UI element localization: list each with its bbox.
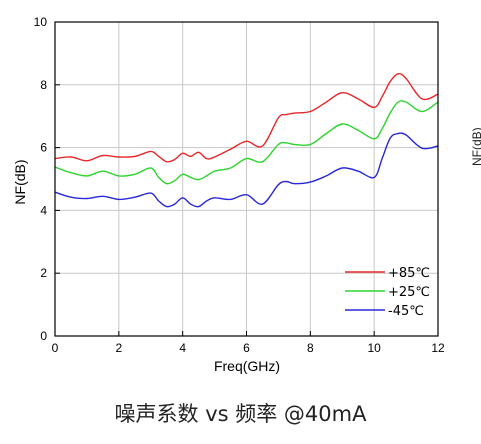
y-tick-label: 4 [40, 203, 47, 217]
cropped-neighbor-axis-label: NF(dB) [470, 127, 481, 166]
figure-caption: 噪声系数 vs 频率 @40mA [114, 402, 367, 426]
series-line-2 [54, 100, 439, 185]
legend-label: +25℃ [388, 285, 430, 300]
chart: 0 2 4 6 8 10 12 0 2 4 6 8 10 Freq(GHz) NF(dB) +85℃ +2… [12, 15, 445, 374]
y-tick-label: 0 [40, 329, 47, 343]
y-tick-label: 8 [40, 78, 47, 92]
series-lines [54, 72, 439, 208]
x-tick-label: 10 [367, 341, 381, 355]
y-axis-label: NF(dB) [12, 159, 28, 204]
y-tick-label: 2 [40, 266, 47, 280]
x-tick-label: 0 [52, 341, 59, 355]
legend: +85℃ +25℃ -45℃ [345, 266, 430, 319]
legend-label: +85℃ [388, 266, 430, 281]
x-tick-label: 8 [307, 341, 314, 355]
axis-ticks: 0 2 4 6 8 10 12 0 2 4 6 8 10 [34, 15, 445, 355]
x-axis-label: Freq(GHz) [214, 358, 280, 374]
gridlines [55, 22, 438, 336]
series-line-1 [54, 72, 439, 163]
y-tick-label: 6 [40, 141, 47, 155]
x-tick-label: 2 [115, 341, 122, 355]
x-tick-label: 12 [431, 341, 445, 355]
y-tick-label: 10 [34, 15, 48, 29]
x-tick-label: 6 [243, 341, 250, 355]
x-tick-label: 4 [179, 341, 186, 355]
legend-label: -45℃ [388, 304, 424, 319]
series-line-3 [54, 132, 439, 208]
